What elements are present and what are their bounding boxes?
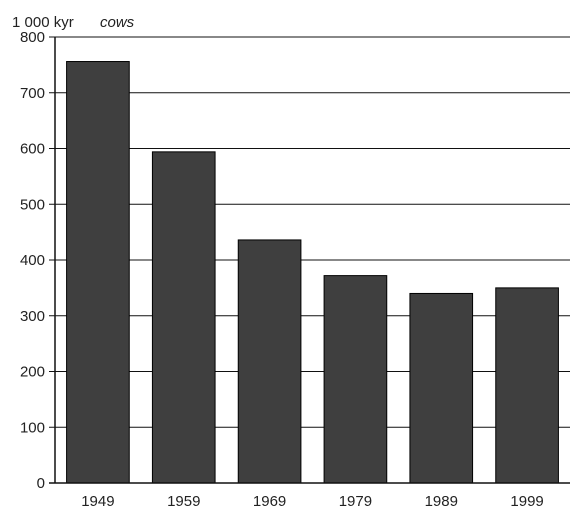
bar-1959 — [151, 151, 216, 484]
y-tick-label-800: 800 — [20, 29, 45, 46]
y-axis-ticks: 0 100 200 300 400 500 600 700 800 — [20, 29, 55, 492]
bar-1969 — [237, 239, 302, 484]
x-tick-label-1999: 1999 — [510, 493, 543, 510]
bar-1999 — [495, 287, 559, 484]
gridlines — [55, 36, 570, 428]
y-tick-label-700: 700 — [20, 85, 45, 102]
x-axis-ticks: 1949 1959 1969 1979 1989 1999 — [81, 493, 544, 510]
y-tick-label-500: 500 — [20, 196, 45, 213]
x-tick-label-1949: 1949 — [81, 493, 114, 510]
y-tick-label-100: 100 — [20, 419, 45, 436]
y-tick-label-300: 300 — [20, 308, 45, 325]
x-tick-label-1959: 1959 — [167, 493, 200, 510]
y-tick-label-400: 400 — [20, 252, 45, 269]
y-tick-label-200: 200 — [20, 364, 45, 381]
bars — [66, 61, 559, 484]
y-unit-label: 1 000 kyr — [12, 14, 74, 31]
bar-1949 — [66, 61, 130, 484]
x-tick-label-1979: 1979 — [339, 493, 372, 510]
x-tick-label-1969: 1969 — [253, 493, 286, 510]
series-label: cows — [100, 14, 135, 31]
bar-1979 — [323, 275, 388, 484]
x-tick-label-1989: 1989 — [425, 493, 458, 510]
bar-1989 — [409, 292, 474, 484]
y-tick-label-0: 0 — [37, 475, 45, 492]
y-tick-label-600: 600 — [20, 141, 45, 158]
